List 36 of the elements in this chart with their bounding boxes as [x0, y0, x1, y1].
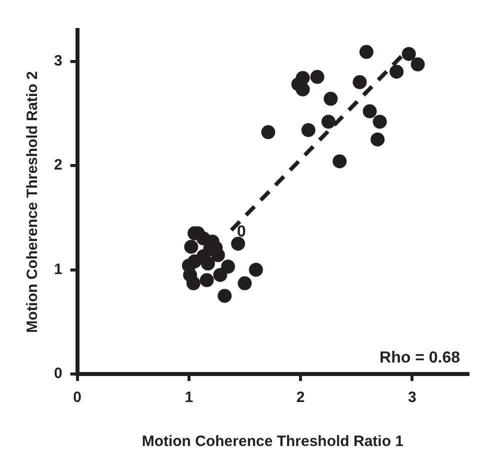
point — [332, 154, 347, 168]
x-tick-label: 2 — [296, 389, 305, 406]
point — [200, 273, 214, 288]
annotation: Rho = 0.68 — [380, 349, 460, 366]
x-tick-label: 0 — [73, 389, 82, 406]
point — [301, 123, 316, 138]
point — [370, 132, 385, 146]
point — [184, 240, 198, 254]
point — [402, 46, 416, 61]
point — [372, 114, 387, 129]
point — [321, 114, 336, 129]
point — [310, 70, 324, 84]
point — [410, 57, 425, 72]
point — [324, 92, 338, 106]
point — [248, 262, 263, 277]
point — [296, 82, 310, 96]
point — [352, 75, 367, 90]
point — [261, 125, 276, 140]
point — [221, 260, 236, 274]
x-tick-label: 1 — [184, 389, 194, 406]
point — [238, 276, 252, 290]
y-axis-title: Motion Coherence Threshold Ratio 2 — [24, 71, 42, 333]
point — [390, 64, 404, 79]
point — [231, 236, 246, 251]
annotation: 0 — [236, 224, 246, 241]
y-tick-label: 2 — [54, 156, 62, 174]
point — [213, 268, 228, 282]
x-tick-label: 3 — [408, 389, 416, 406]
y-tick-label: 1 — [54, 260, 62, 278]
y-tick-label: 0 — [54, 365, 62, 382]
x-axis-title: Motion Coherence Threshold Ratio 1 — [142, 433, 404, 450]
point — [359, 44, 374, 59]
point — [296, 70, 310, 85]
point — [362, 104, 377, 118]
point — [218, 288, 232, 303]
y-tick-label: 3 — [54, 52, 62, 70]
